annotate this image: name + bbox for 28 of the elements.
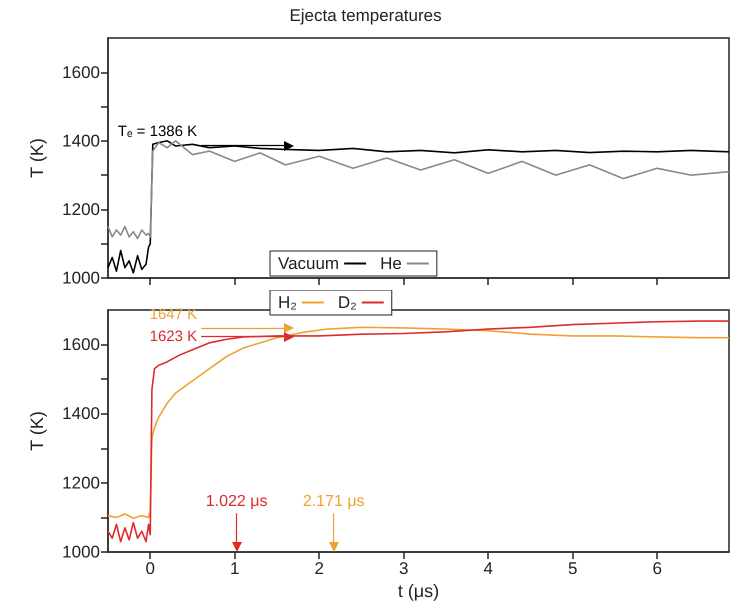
legend-label: D₂ bbox=[338, 293, 357, 312]
x-tick-label: 3 bbox=[398, 559, 408, 578]
y-axis-title: T (K) bbox=[27, 138, 47, 178]
legend-label: Vacuum bbox=[278, 254, 340, 273]
ref-line-label: Tₑ = 1386 K bbox=[118, 123, 198, 140]
legend-label: H₂ bbox=[278, 293, 297, 312]
x-tick-label: 4 bbox=[483, 559, 493, 578]
legend-label: He bbox=[380, 254, 402, 273]
y-tick-label: 1600 bbox=[62, 335, 100, 354]
x-tick-label: 0 bbox=[146, 559, 155, 578]
x-tick-label: 5 bbox=[568, 559, 578, 578]
y-tick-label: 1400 bbox=[62, 404, 100, 424]
x-tick-label: 2 bbox=[314, 559, 324, 578]
ref-line-label: 1647 K bbox=[150, 306, 198, 323]
ref-line-label: 1623 K bbox=[150, 328, 198, 346]
y-axis-title: T (K) bbox=[27, 411, 47, 451]
y-tick-label: 1000 bbox=[62, 542, 100, 562]
ref-line-label: 1.022 μs bbox=[206, 492, 268, 510]
y-tick-label: 1200 bbox=[62, 473, 100, 492]
x-tick-label: 1 bbox=[230, 559, 240, 578]
x-tick-label: 6 bbox=[652, 559, 662, 578]
chart-title: Ejecta temperatures bbox=[289, 6, 442, 25]
y-tick-label: 1000 bbox=[62, 268, 100, 288]
ref-line-label: 2.171 μs bbox=[302, 492, 365, 510]
y-tick-label: 1200 bbox=[62, 200, 100, 219]
y-tick-label: 1600 bbox=[62, 62, 100, 82]
x-axis-title: t (μs) bbox=[398, 581, 440, 601]
y-tick-label: 1400 bbox=[62, 131, 100, 150]
